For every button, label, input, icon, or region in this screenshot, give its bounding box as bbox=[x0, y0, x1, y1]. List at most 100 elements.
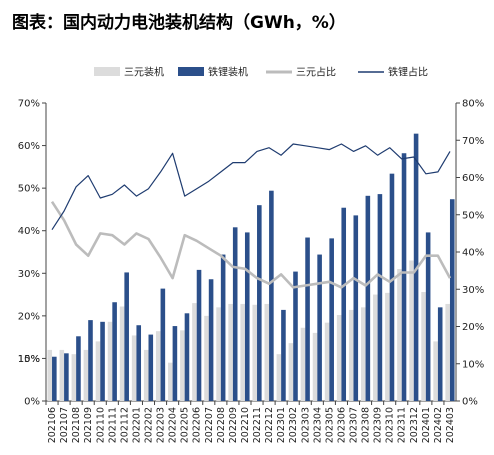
right-tick-label: 30% bbox=[462, 285, 484, 296]
bar-sanyuan bbox=[192, 303, 197, 401]
bar-sanyuan bbox=[252, 304, 258, 401]
bar-sanyuan bbox=[312, 332, 318, 401]
x-tick-label: 202108 bbox=[71, 407, 82, 443]
x-tick-label: 202107 bbox=[59, 407, 70, 443]
bar-sanyuan bbox=[168, 362, 173, 401]
right-tick-label: 40% bbox=[462, 248, 484, 259]
bar-sanyuan bbox=[143, 349, 149, 401]
x-tick-label: 202303 bbox=[300, 407, 311, 443]
left-tick-label: 60% bbox=[18, 141, 40, 152]
bar-sanyuan bbox=[445, 303, 450, 401]
bar-tieli bbox=[401, 153, 407, 401]
legend-label-tieli-share: 铁锂占比 bbox=[388, 66, 428, 79]
bar-sanyuan bbox=[373, 294, 378, 401]
left-tick-label: 15% bbox=[18, 354, 40, 365]
bar-tieli bbox=[269, 190, 274, 401]
bar-tieli bbox=[317, 254, 322, 401]
x-tick-label: 202402 bbox=[433, 407, 444, 443]
x-tick-label: 202111 bbox=[107, 407, 118, 443]
right-tick-label: 50% bbox=[462, 210, 484, 221]
line-tieli-share bbox=[51, 143, 451, 231]
left-tick-label: 40% bbox=[18, 226, 40, 237]
bar-sanyuan bbox=[385, 292, 390, 401]
legend-label-tieli: 铁锂装机 bbox=[208, 66, 248, 79]
bar-tieli bbox=[293, 271, 298, 401]
bar-tieli bbox=[281, 309, 286, 401]
bar-sanyuan bbox=[360, 307, 366, 401]
left-tick-label-extra: 10% bbox=[18, 354, 40, 365]
bar-tieli bbox=[232, 227, 238, 401]
x-tick-label: 202110 bbox=[95, 407, 106, 443]
x-tick-label: 202112 bbox=[119, 407, 130, 443]
legend-label-sanyuan-share: 三元占比 bbox=[296, 66, 336, 79]
bar-tieli bbox=[100, 321, 105, 401]
bar-tieli bbox=[148, 334, 154, 401]
right-tick-label: 80% bbox=[462, 99, 484, 110]
bar-tieli bbox=[136, 325, 142, 401]
bar-tieli bbox=[425, 232, 431, 401]
x-tick-label: 202305 bbox=[324, 407, 335, 443]
bar-tieli bbox=[172, 326, 178, 401]
bar-sanyuan bbox=[409, 260, 414, 401]
x-tick-label: 202206 bbox=[192, 407, 203, 443]
bar-tieli bbox=[437, 307, 443, 401]
bar-sanyuan bbox=[47, 349, 53, 401]
right-tick-label: 10% bbox=[462, 359, 484, 370]
bar-tieli bbox=[365, 195, 371, 401]
legend-swatch-tieli bbox=[178, 67, 204, 76]
x-tick-label: 202109 bbox=[83, 407, 94, 443]
line-sanyuan-share bbox=[50, 200, 452, 289]
bar-tieli bbox=[341, 207, 347, 401]
x-tick-label: 202301 bbox=[276, 407, 287, 443]
bar-tieli bbox=[305, 237, 310, 401]
bar-tieli bbox=[329, 238, 334, 401]
bar-sanyuan bbox=[348, 309, 354, 401]
bar-tieli bbox=[64, 353, 69, 401]
right-tick-label: 70% bbox=[462, 136, 484, 147]
bar-tieli bbox=[449, 199, 455, 401]
left-tick-label: 70% bbox=[18, 99, 40, 110]
x-tick-label: 202208 bbox=[216, 407, 227, 443]
bar-sanyuan bbox=[131, 335, 137, 401]
bar-sanyuan bbox=[83, 349, 89, 401]
legend-label-sanyuan: 三元装机 bbox=[124, 66, 164, 79]
bar-tieli bbox=[124, 272, 129, 401]
bar-tieli bbox=[52, 356, 57, 401]
bar-sanyuan bbox=[71, 354, 77, 401]
left-tick-label: 30% bbox=[18, 269, 40, 280]
x-tick-label: 202211 bbox=[252, 407, 263, 443]
bar-sanyuan bbox=[95, 341, 101, 401]
bar-sanyuan bbox=[216, 307, 221, 401]
x-tick-label: 202403 bbox=[445, 407, 456, 443]
bar-tieli bbox=[389, 173, 395, 401]
x-tick-label: 202209 bbox=[228, 407, 239, 443]
x-tick-label: 202302 bbox=[288, 407, 299, 443]
bar-sanyuan bbox=[433, 341, 438, 401]
bar-tieli bbox=[208, 279, 214, 401]
bar-tieli bbox=[112, 302, 117, 401]
bar-sanyuan bbox=[59, 349, 65, 401]
x-tick-label: 202308 bbox=[361, 407, 372, 443]
bar-tieli bbox=[196, 269, 202, 401]
bar-sanyuan bbox=[119, 306, 125, 401]
x-tick-label: 202312 bbox=[409, 407, 420, 443]
legend-swatch-sanyuan bbox=[94, 67, 120, 76]
x-tick-label: 202202 bbox=[144, 407, 155, 443]
chart-title: 图表：国内动力电池装机结构（GWh，%） bbox=[12, 13, 346, 33]
left-tick-label: 50% bbox=[18, 184, 40, 195]
x-tick-label: 202210 bbox=[240, 407, 251, 443]
bar-sanyuan bbox=[324, 322, 330, 401]
bar-tieli bbox=[220, 254, 226, 401]
right-tick-label: 0% bbox=[462, 397, 478, 408]
bar-tieli bbox=[160, 288, 166, 401]
x-tick-label: 202310 bbox=[385, 407, 396, 443]
bar-sanyuan bbox=[180, 330, 185, 401]
bar-sanyuan bbox=[276, 354, 282, 401]
x-tick-label: 202106 bbox=[47, 407, 58, 443]
x-tick-label: 202203 bbox=[156, 407, 167, 443]
x-tick-label: 202401 bbox=[421, 407, 432, 443]
bar-sanyuan bbox=[300, 327, 306, 401]
bar-sanyuan bbox=[107, 321, 113, 401]
bar-tieli bbox=[257, 205, 262, 401]
